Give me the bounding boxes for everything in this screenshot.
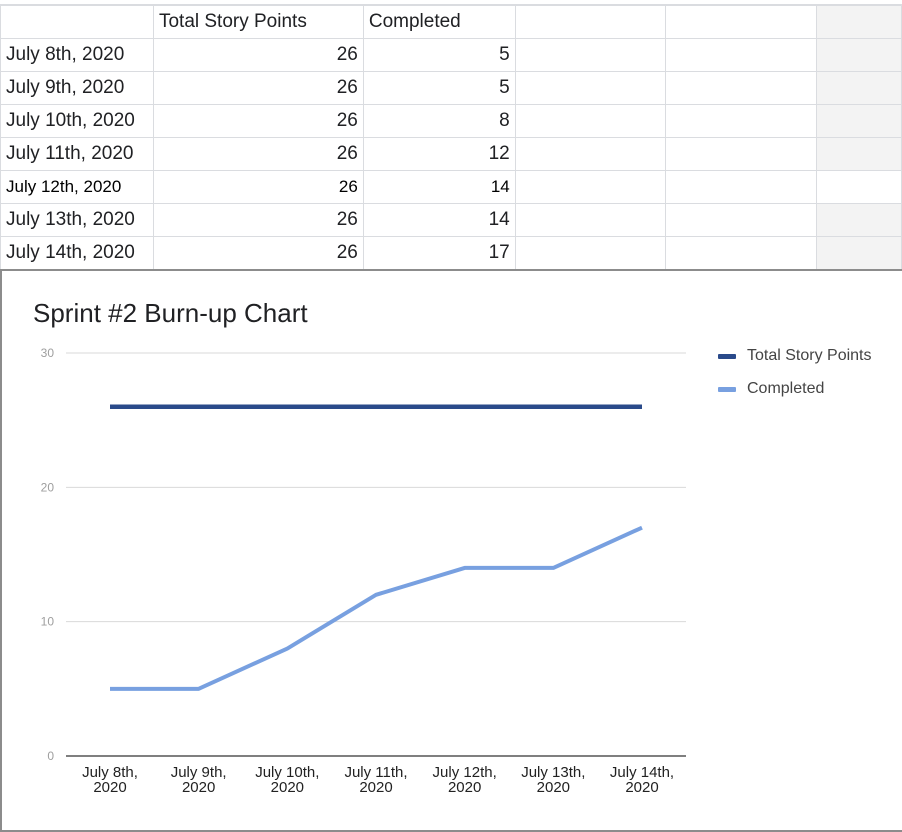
completed-cell[interactable]: 14 [362,203,516,237]
header-cell[interactable]: Completed [362,5,516,39]
empty-cell[interactable] [665,38,818,72]
empty-cell[interactable] [665,104,818,138]
empty-cell[interactable] [816,137,902,171]
completed-cell[interactable]: 5 [362,38,516,72]
y-tick-label: 10 [41,615,55,629]
legend-label: Completed [747,380,825,397]
legend-label: Total Story Points [747,347,872,364]
empty-cell[interactable] [816,203,902,237]
date-cell[interactable]: July 13th, 2020 [0,203,154,237]
x-tick-label: July 10th, [255,764,319,781]
table-row: July 13th, 2020 26 14 [0,203,902,237]
table-row: July 11th, 2020 26 12 [0,137,902,171]
date-cell[interactable]: July 8th, 2020 [0,38,154,72]
x-tick-label: July 11th, [344,764,407,781]
total-cell[interactable]: 26 [152,236,364,270]
empty-cell[interactable] [514,170,667,204]
total-cell[interactable]: 26 [152,71,364,105]
empty-cell[interactable] [514,236,667,270]
x-tick-label: 2020 [359,779,392,796]
chart-legend: Total Story Points Completed [718,345,872,411]
x-tick-label: July 8th, [82,764,138,781]
header-row: Total Story Points Completed [0,5,902,39]
legend-item[interactable]: Completed [718,378,872,400]
empty-cell[interactable] [514,71,667,105]
table-row: July 14th, 2020 26 17 [0,236,902,270]
x-tick-label: 2020 [448,779,481,796]
empty-cell[interactable] [665,236,818,270]
date-cell[interactable]: July 11th, 2020 [0,137,154,171]
y-tick-label: 30 [41,346,55,360]
x-tick-label: July 13th, [521,764,585,781]
x-tick-label: July 14th, [610,764,674,781]
completed-cell[interactable]: 12 [362,137,516,171]
empty-cell[interactable] [665,170,818,204]
empty-cell[interactable] [665,71,818,105]
total-cell[interactable]: 26 [152,203,364,237]
empty-cell[interactable] [816,38,902,72]
data-table: Total Story Points Completed July 8th, 202… [0,5,902,270]
completed-cell[interactable]: 17 [362,236,516,270]
table-row: July 10th, 2020 26 8 [0,104,902,138]
y-tick-label: 20 [41,480,55,494]
header-cell[interactable]: Total Story Points [152,5,364,39]
header-cell[interactable] [0,5,154,39]
spreadsheet-grid: Total Story Points Completed July 8th, 202… [0,0,902,270]
table-row: July 9th, 2020 26 5 [0,71,902,105]
burnup-chart[interactable]: Sprint #2 Burn-up Chart 0 10 20 30 July 8th,… [0,269,902,832]
x-tick-label: 2020 [625,779,658,796]
x-tick-label: July 9th, [171,764,227,781]
empty-cell[interactable] [514,38,667,72]
chart-title: Sprint #2 Burn-up Chart [33,298,308,328]
date-cell[interactable]: July 10th, 2020 [0,104,154,138]
empty-cell[interactable] [816,104,902,138]
table-row: July 12th, 2020 26 14 [0,170,902,204]
y-tick-label: 0 [47,749,54,763]
total-cell[interactable]: 26 [152,137,364,171]
table-row: July 8th, 2020 26 5 [0,38,902,72]
total-cell[interactable]: 26 [152,170,364,204]
x-tick-label: July 12th, [433,764,497,781]
header-cell[interactable] [665,5,818,39]
empty-cell[interactable] [816,236,902,270]
x-tick-label: 2020 [537,779,570,796]
x-tick-label: 2020 [271,779,304,796]
total-cell[interactable]: 26 [152,38,364,72]
completed-cell[interactable]: 14 [362,170,516,204]
legend-item[interactable]: Total Story Points [718,345,872,367]
legend-swatch [718,353,736,359]
header-cell[interactable] [816,5,902,39]
header-cell[interactable] [514,5,667,39]
series-line-completed[interactable] [110,525,643,691]
empty-cell[interactable] [665,203,818,237]
x-tick-label: 2020 [182,779,215,796]
empty-cell[interactable] [816,71,902,105]
date-cell[interactable]: July 14th, 2020 [0,236,154,270]
empty-cell[interactable] [514,137,667,171]
x-tick-label: 2020 [93,779,126,796]
total-cell[interactable]: 26 [152,104,364,138]
legend-swatch [718,386,736,392]
date-cell[interactable]: July 12th, 2020 [0,170,154,204]
empty-cell[interactable] [514,104,667,138]
empty-cell[interactable] [514,203,667,237]
completed-cell[interactable]: 5 [362,71,516,105]
date-cell[interactable]: July 9th, 2020 [0,71,154,105]
completed-cell[interactable]: 8 [362,104,516,138]
empty-cell[interactable] [665,137,818,171]
empty-cell[interactable] [816,170,902,204]
sheet-top-edge [0,0,902,5]
